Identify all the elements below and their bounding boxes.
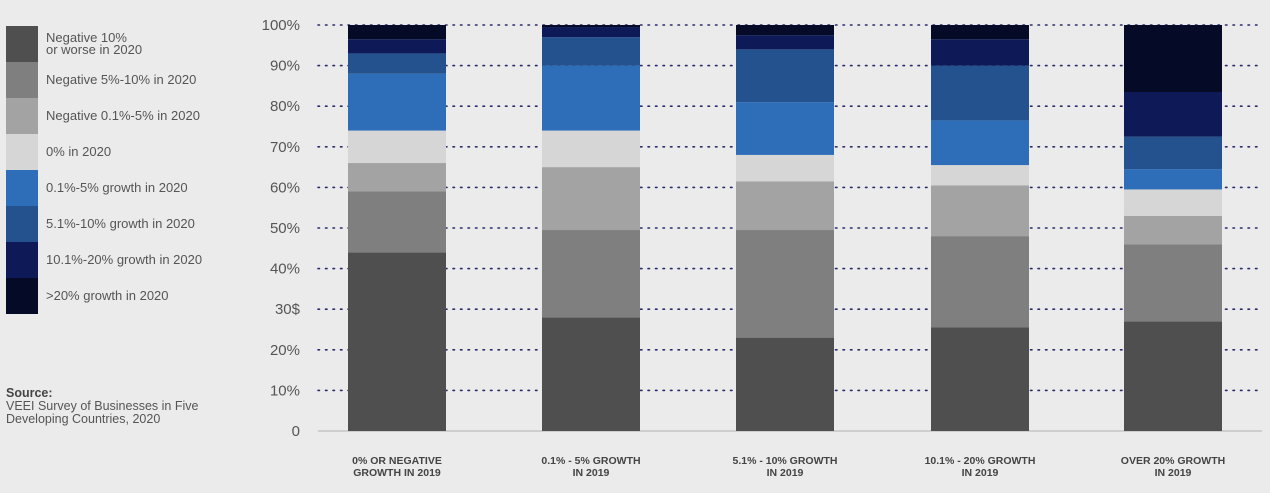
bar-segment	[931, 39, 1029, 66]
bar-segment	[542, 130, 640, 168]
bar-segment	[542, 167, 640, 231]
y-tick-label: 100%	[262, 17, 300, 34]
bar-segment	[1124, 25, 1222, 92]
bar-segment	[348, 25, 446, 40]
legend-label: 0% in 2020	[46, 144, 112, 159]
bar-segment	[348, 73, 446, 131]
bar-segment	[542, 230, 640, 318]
bar-segment	[1124, 189, 1222, 216]
bar-segment	[348, 252, 446, 431]
bar-segment	[736, 181, 834, 231]
x-category-label: 10.1% - 20% GROWTH	[925, 455, 1036, 467]
legend-label: >20% growth in 2020	[46, 288, 169, 303]
bar-segment	[542, 25, 640, 28]
bar-segment	[542, 317, 640, 431]
legend-swatch	[6, 170, 38, 206]
legend-label: Negative 0.1%-5% in 2020	[46, 108, 200, 123]
bar-segment	[542, 27, 640, 38]
x-category-label: 5.1% - 10% GROWTH	[732, 455, 837, 467]
bar-segment	[931, 185, 1029, 237]
legend-swatch	[6, 98, 38, 134]
bar-segment	[931, 65, 1029, 121]
bar-segment	[348, 53, 446, 74]
legend-swatch	[6, 134, 38, 170]
bar-segment	[931, 327, 1029, 431]
source-note: Source: VEEI Survey of Businesses in Fiv…	[6, 387, 246, 426]
y-tick-label: 10%	[270, 382, 300, 399]
x-category-label: 0% OR NEGATIVE	[352, 455, 442, 467]
y-tick-label: 30$	[275, 301, 301, 318]
bar-segment	[1124, 215, 1222, 245]
y-tick-label: 0	[292, 423, 300, 440]
bar-segment	[1124, 244, 1222, 322]
bar-segment	[1124, 169, 1222, 190]
bar-segment	[348, 163, 446, 192]
legend-item: Negative 5%-10% in 2020	[6, 62, 236, 98]
x-category-label: 0.1% - 5% GROWTH	[541, 455, 640, 467]
legend-label: Negative 10% or worse in 2020	[46, 30, 143, 57]
x-category-label: GROWTH IN 2019	[353, 467, 441, 479]
bar-segment	[1124, 136, 1222, 170]
legend: Negative 10% or worse in 2020 Negative 5%…	[6, 26, 236, 314]
x-category-label: IN 2019	[1155, 467, 1192, 479]
bar-segment	[348, 130, 446, 164]
bar-segment	[931, 120, 1029, 166]
legend-item: 0.1%-5% growth in 2020	[6, 170, 236, 206]
x-category-label: IN 2019	[767, 467, 804, 479]
x-category-label: OVER 20% GROWTH	[1121, 455, 1225, 467]
bar-segment	[736, 35, 834, 50]
y-tick-label: 20%	[270, 342, 300, 359]
legend-swatch	[6, 278, 38, 314]
legend-swatch	[6, 206, 38, 242]
legend-swatch	[6, 242, 38, 278]
legend-label: 10.1%-20% growth in 2020	[46, 252, 203, 267]
x-category-label: IN 2019	[573, 467, 610, 479]
legend-item: 0% in 2020	[6, 134, 236, 170]
source-title: Source:	[6, 386, 53, 400]
y-tick-label: 90%	[270, 58, 300, 75]
bar-segment	[931, 25, 1029, 40]
legend-item: >20% growth in 2020	[6, 278, 236, 314]
bar-segment	[931, 165, 1029, 186]
bar-segment	[348, 191, 446, 253]
legend-label: 0.1%-5% growth in 2020	[46, 180, 188, 195]
legend-item: Negative 0.1%-5% in 2020	[6, 98, 236, 134]
y-tick-label: 60%	[270, 179, 300, 196]
bar-segment	[1124, 321, 1222, 431]
bar-segment	[542, 65, 640, 131]
bar-segment	[736, 102, 834, 155]
legend-label: Negative 5%-10% in 2020	[46, 72, 197, 87]
bar-segment	[736, 230, 834, 338]
bar-segment	[736, 49, 834, 103]
bar-segment	[736, 154, 834, 182]
legend-item: 5.1%-10% growth in 2020	[6, 206, 236, 242]
bar-segment	[1124, 91, 1222, 137]
x-category-label: IN 2019	[962, 467, 999, 479]
source-text: VEEI Survey of Businesses in Five Develo…	[6, 399, 199, 426]
legend-swatch	[6, 26, 38, 62]
legend-swatch	[6, 62, 38, 98]
bar-segment	[736, 25, 834, 36]
legend-item: Negative 10% or worse in 2020	[6, 26, 236, 62]
bar-segment	[542, 37, 640, 66]
y-tick-label: 70%	[270, 139, 300, 156]
bar-segment	[736, 337, 834, 431]
y-tick-label: 80%	[270, 98, 300, 115]
legend-item: 10.1%-20% growth in 2020	[6, 242, 236, 278]
bar-segment	[348, 39, 446, 54]
bar-segment	[931, 236, 1029, 328]
y-tick-label: 50%	[270, 220, 300, 237]
legend-label: 5.1%-10% growth in 2020	[46, 216, 195, 231]
y-tick-label: 40%	[270, 261, 300, 278]
